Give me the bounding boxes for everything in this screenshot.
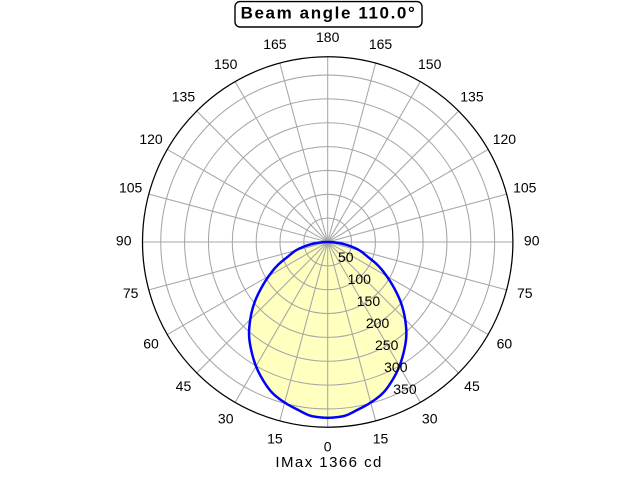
svg-text:165: 165 xyxy=(263,36,287,52)
svg-text:0: 0 xyxy=(324,439,332,455)
svg-text:250: 250 xyxy=(375,337,399,353)
svg-text:15: 15 xyxy=(373,431,389,447)
svg-text:300: 300 xyxy=(384,359,408,375)
svg-text:15: 15 xyxy=(267,431,283,447)
svg-text:75: 75 xyxy=(123,285,139,301)
svg-text:90: 90 xyxy=(116,232,132,248)
svg-text:135: 135 xyxy=(172,89,196,105)
svg-text:135: 135 xyxy=(460,89,484,105)
svg-text:150: 150 xyxy=(357,293,381,309)
svg-text:120: 120 xyxy=(493,131,517,147)
svg-text:60: 60 xyxy=(497,336,513,352)
svg-text:90: 90 xyxy=(524,232,540,248)
svg-text:Beam angle 110.0°: Beam angle 110.0° xyxy=(241,4,417,23)
svg-text:60: 60 xyxy=(143,336,159,352)
svg-text:45: 45 xyxy=(176,378,192,394)
svg-text:150: 150 xyxy=(214,56,238,72)
svg-text:200: 200 xyxy=(366,315,390,331)
svg-text:150: 150 xyxy=(418,56,442,72)
svg-text:30: 30 xyxy=(218,410,234,426)
svg-text:100: 100 xyxy=(348,271,372,287)
svg-text:350: 350 xyxy=(393,381,417,397)
svg-text:50: 50 xyxy=(338,249,354,265)
svg-text:45: 45 xyxy=(464,378,480,394)
svg-text:120: 120 xyxy=(139,131,163,147)
svg-text:30: 30 xyxy=(422,410,438,426)
svg-text:105: 105 xyxy=(119,180,143,196)
svg-text:IMax 1366 cd: IMax 1366 cd xyxy=(275,454,382,471)
svg-text:165: 165 xyxy=(369,36,393,52)
svg-text:75: 75 xyxy=(517,285,533,301)
svg-text:105: 105 xyxy=(513,180,537,196)
svg-text:180: 180 xyxy=(316,29,340,45)
